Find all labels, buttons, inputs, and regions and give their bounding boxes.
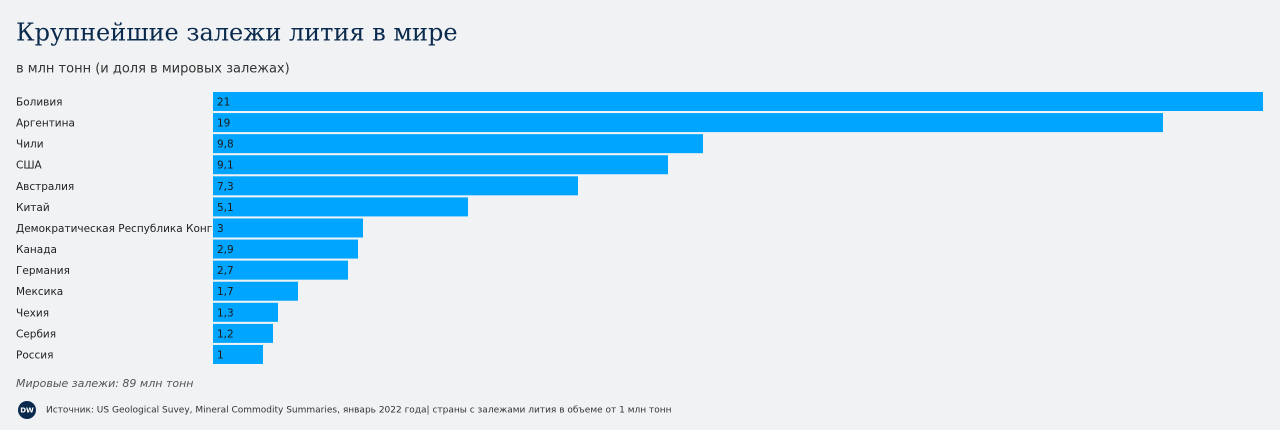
value-label: 1,2 [217,328,234,340]
logo-circle [18,401,36,419]
value-label: 2,9 [217,244,234,256]
logo: DW [20,407,34,415]
category-label: Россия [16,349,53,361]
value-label: 19 [217,118,230,130]
source: Источник: US Geological Suvey, Mineral C… [46,406,672,416]
bar [213,281,298,301]
value-label: 9,8 [217,139,234,151]
note: Мировые залежи: 89 млн тонн [16,377,193,390]
category-label: Чехия [16,307,49,319]
category-label: Аргентина [16,118,75,130]
category-label: Сербия [16,328,56,340]
category-label: Чили [16,139,44,151]
value-label: 21 [217,97,230,109]
bar [213,197,468,217]
value-label: 1 [217,349,224,361]
bar [213,92,1263,111]
bar [213,239,358,259]
value-label: 1,3 [217,307,234,319]
category-label: США [16,160,43,172]
category-label: Боливия [16,97,63,109]
category-label: Демократическая Республика Конго [16,223,219,235]
category-label: Австралия [16,181,74,193]
value-label: 2,7 [217,265,234,277]
bar [213,323,273,343]
bar [213,113,1163,133]
category-label: Германия [16,265,70,277]
value-label: 7,3 [217,181,234,193]
chart-title: Крупнейшие залежи лития в мире [16,19,458,47]
bar [213,176,578,196]
value-label: 9,1 [217,160,234,172]
category-label: Мексика [16,286,63,298]
value-label: 1,7 [217,286,234,298]
category-label: Канада [16,244,57,256]
bar [213,302,278,322]
category-label: Китай [16,202,50,214]
value-label: 3 [217,223,224,235]
bar [213,155,668,175]
bar [213,218,363,238]
bar [213,344,263,364]
value-label: 5,1 [217,202,234,214]
chart-subtitle: в млн тонн (и доля в мировых залежах) [16,62,290,77]
bar [213,260,348,280]
bar [213,134,703,154]
